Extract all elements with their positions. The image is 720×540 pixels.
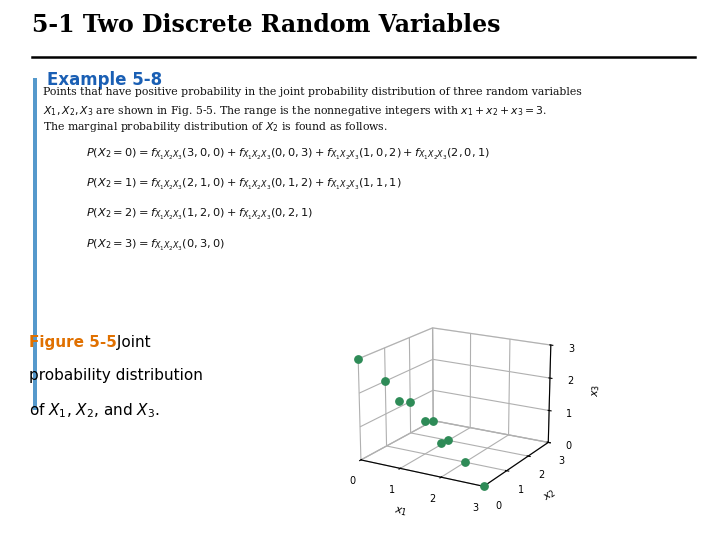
Text: $X_1, X_2, X_3$ are shown in Fig. 5-5. The range is the nonnegative integers wit: $X_1, X_2, X_3$ are shown in Fig. 5-5. T…	[43, 104, 547, 118]
Text: 5-1 Two Discrete Random Variables: 5-1 Two Discrete Random Variables	[32, 14, 501, 37]
Text: of $X_1$, $X_2$, and $X_3$.: of $X_1$, $X_2$, and $X_3$.	[29, 402, 160, 421]
Text: The marginal probability distribution of $X_2$ is found as follows.: The marginal probability distribution of…	[43, 120, 388, 134]
Text: Joint: Joint	[112, 335, 150, 350]
Text: Figure 5-5: Figure 5-5	[29, 335, 117, 350]
Y-axis label: $x_2$: $x_2$	[541, 487, 559, 504]
Text: Example 5-8: Example 5-8	[47, 71, 162, 89]
Text: $P(X_2 = 0) = f_{X_1X_2X_3}(3, 0, 0) + f_{X_1X_2X_3}(0, 0, 3) + f_{X_1X_2X_3}(1,: $P(X_2 = 0) = f_{X_1X_2X_3}(3, 0, 0) + f…	[86, 147, 490, 162]
Text: $P(X_2 = 3) = f_{X_1X_2X_3}(0, 3, 0)$: $P(X_2 = 3) = f_{X_1X_2X_3}(0, 3, 0)$	[86, 238, 225, 253]
Text: Points that have positive probability in the joint probability distribution of t: Points that have positive probability in…	[43, 87, 582, 98]
Text: probability distribution: probability distribution	[29, 368, 202, 383]
X-axis label: $x_1$: $x_1$	[393, 504, 408, 518]
Text: $P(X_2 = 1) = f_{X_1X_2X_3}(2, 1, 0) + f_{X_1X_2X_3}(0, 1, 2) + f_{X_1X_2X_3}(1,: $P(X_2 = 1) = f_{X_1X_2X_3}(2, 1, 0) + f…	[86, 177, 402, 192]
Text: $P(X_2 = 2) = f_{X_1X_2X_3}(1, 2, 0) + f_{X_1X_2X_3}(0, 2, 1)$: $P(X_2 = 2) = f_{X_1X_2X_3}(1, 2, 0) + f…	[86, 207, 314, 222]
